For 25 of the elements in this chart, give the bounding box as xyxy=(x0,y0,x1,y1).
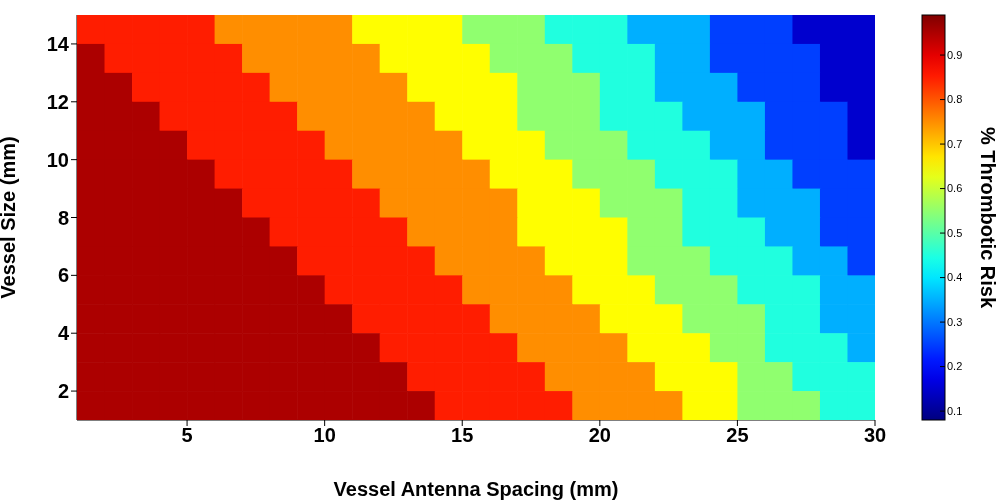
x-tick-label: 30 xyxy=(863,424,887,447)
color-bar-label: 0.8 xyxy=(947,93,963,106)
x-tick-label: 10 xyxy=(313,424,336,447)
color-bar-label: 0.3 xyxy=(947,315,963,328)
y-tick-label: 4 xyxy=(57,322,70,345)
x-tick-label: 25 xyxy=(726,424,749,447)
x-tick-label: 15 xyxy=(451,424,474,447)
color-bar-title: % Thrombotic Risk xyxy=(977,126,999,309)
color-bar-label: 0.7 xyxy=(947,137,963,150)
y-tick-label: 8 xyxy=(57,206,69,229)
x-tick-label: 5 xyxy=(181,424,193,447)
y-tick-label: 12 xyxy=(46,90,69,113)
x-axis-title: Vessel Antenna Spacing (mm) xyxy=(333,478,619,500)
y-tick-label: 6 xyxy=(57,264,69,287)
y-tick-label: 10 xyxy=(46,148,69,171)
x-tick-label: 20 xyxy=(588,424,611,447)
color-bar-label: 0.9 xyxy=(947,48,963,61)
y-tick-label: 14 xyxy=(46,33,70,56)
color-bar-label: 0.5 xyxy=(947,226,963,239)
color-bar-label: 0.6 xyxy=(947,182,963,195)
color-bar-label: 0.4 xyxy=(947,271,963,284)
y-tick-label: 2 xyxy=(57,380,69,403)
color-bar-label: 0.1 xyxy=(947,404,963,417)
y-axis-title: Vessel Size (mm) xyxy=(0,136,20,299)
color-bar-label: 0.2 xyxy=(947,360,963,373)
